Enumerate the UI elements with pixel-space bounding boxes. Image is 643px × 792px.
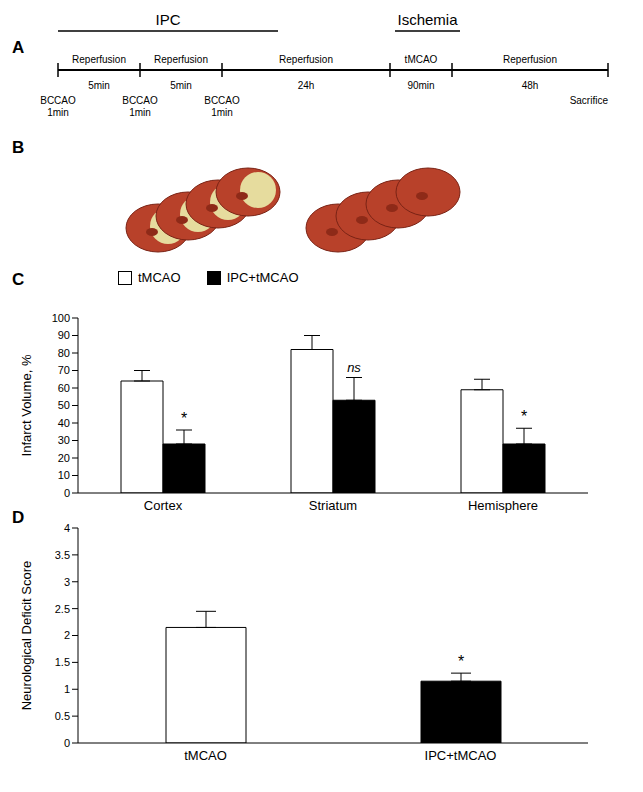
svg-text:70: 70 bbox=[58, 364, 70, 376]
svg-text:1min: 1min bbox=[129, 107, 151, 118]
svg-text:1.5: 1.5 bbox=[55, 656, 70, 668]
svg-text:40: 40 bbox=[58, 417, 70, 429]
svg-text:0: 0 bbox=[64, 487, 70, 499]
svg-text:BCCAO: BCCAO bbox=[40, 95, 76, 106]
svg-text:1: 1 bbox=[64, 683, 70, 695]
svg-text:Sacrifice: Sacrifice bbox=[570, 95, 609, 106]
svg-text:80: 80 bbox=[58, 347, 70, 359]
svg-text:Ischemia: Ischemia bbox=[397, 11, 458, 28]
svg-text:5min: 5min bbox=[170, 80, 192, 91]
svg-text:2.5: 2.5 bbox=[55, 603, 70, 615]
svg-text:IPC: IPC bbox=[155, 11, 180, 28]
svg-text:*: * bbox=[458, 653, 464, 670]
svg-text:Striatum: Striatum bbox=[309, 498, 357, 513]
svg-text:3.5: 3.5 bbox=[55, 549, 70, 561]
svg-text:0.5: 0.5 bbox=[55, 710, 70, 722]
svg-text:Reperfusion: Reperfusion bbox=[503, 54, 557, 65]
html-text:A: A bbox=[12, 38, 25, 57]
svg-text:Cortex: Cortex bbox=[144, 498, 183, 513]
svg-text:Reperfusion: Reperfusion bbox=[154, 54, 208, 65]
svg-text:50: 50 bbox=[58, 399, 70, 411]
svg-text:100: 100 bbox=[52, 312, 70, 324]
svg-text:5min: 5min bbox=[88, 80, 110, 91]
html-text:D: D bbox=[12, 508, 25, 527]
svg-text:1min: 1min bbox=[211, 107, 233, 118]
svg-text:IPC+tMCAO: IPC+tMCAO bbox=[425, 748, 497, 763]
svg-text:Reperfusion: Reperfusion bbox=[72, 54, 126, 65]
svg-text:24h: 24h bbox=[298, 80, 315, 91]
svg-text:1min: 1min bbox=[47, 107, 69, 118]
svg-text:tMCAO: tMCAO bbox=[405, 54, 438, 65]
svg-text:10: 10 bbox=[58, 469, 70, 481]
svg-text:90: 90 bbox=[58, 329, 70, 341]
html-text:tMCAO: tMCAO bbox=[138, 270, 181, 285]
svg-text:Hemisphere: Hemisphere bbox=[468, 498, 538, 513]
svg-text:20: 20 bbox=[58, 452, 70, 464]
svg-text:*: * bbox=[521, 408, 527, 425]
svg-text:Infarct Volume, %: Infarct Volume, % bbox=[19, 354, 34, 456]
svg-text:48h: 48h bbox=[522, 80, 539, 91]
svg-text:ns: ns bbox=[347, 360, 361, 375]
svg-text:2: 2 bbox=[64, 629, 70, 641]
html-text:B: B bbox=[12, 138, 25, 157]
svg-text:60: 60 bbox=[58, 382, 70, 394]
svg-text:tMCAO: tMCAO bbox=[184, 748, 227, 763]
svg-text:3: 3 bbox=[64, 576, 70, 588]
svg-text:4: 4 bbox=[64, 522, 70, 534]
svg-text:BCCAO: BCCAO bbox=[122, 95, 158, 106]
svg-text:BCCAO: BCCAO bbox=[204, 95, 240, 106]
svg-text:0: 0 bbox=[64, 737, 70, 749]
svg-text:90min: 90min bbox=[407, 80, 434, 91]
svg-text:Neurological Deficit Score: Neurological Deficit Score bbox=[19, 561, 34, 711]
svg-text:30: 30 bbox=[58, 434, 70, 446]
html-text:IPC+tMCAO: IPC+tMCAO bbox=[226, 270, 299, 285]
html-text:C: C bbox=[12, 270, 25, 289]
svg-text:Reperfusion: Reperfusion bbox=[279, 54, 333, 65]
svg-text:*: * bbox=[181, 410, 187, 427]
